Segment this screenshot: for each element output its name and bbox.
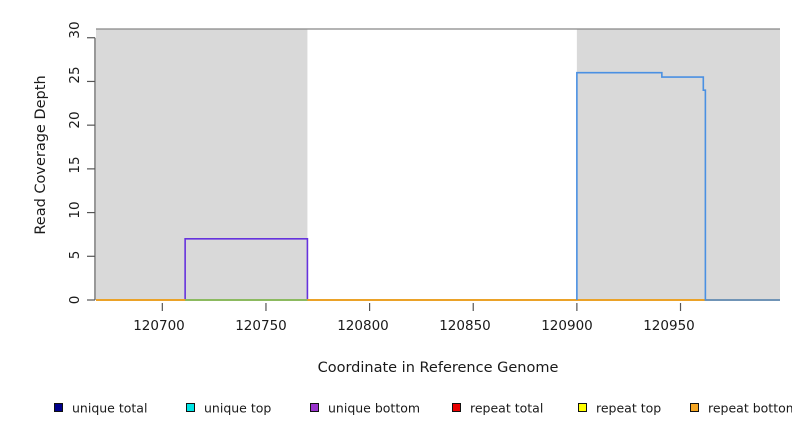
shaded-repeat-regions: [96, 29, 780, 300]
x-tick-label-120950: 120950: [643, 318, 695, 334]
legend-swatch-icon-repeat-bottom: [690, 403, 699, 412]
legend-label-unique-top: unique top: [204, 400, 272, 416]
data-series-layer: [96, 71, 780, 301]
legend-item-repeat-total[interactable]: repeat total: [452, 398, 543, 418]
x-tick-label-120800: 120800: [337, 318, 389, 334]
x-tick-label-120850: 120850: [439, 318, 491, 334]
axis-ticks: [87, 37, 682, 311]
legend-swatch-icon-repeat-total: [452, 403, 461, 412]
x-axis-title: Coordinate in Reference Genome: [317, 360, 559, 376]
x-tick-label-120700: 120700: [133, 318, 185, 334]
legend-label-repeat-total: repeat total: [470, 400, 544, 416]
legend-item-repeat-top[interactable]: repeat top: [578, 398, 661, 418]
legend-swatch-icon-unique-top: [186, 403, 195, 412]
legend-swatch-icon-unique-total: [54, 403, 63, 412]
x-tick-label-120900: 120900: [541, 318, 593, 334]
legend-label-repeat-bottom: repeat bottom: [708, 400, 792, 416]
legend-swatch-icon-repeat-top: [578, 403, 587, 412]
legend-label-unique-total: unique total: [72, 400, 148, 416]
legend-item-repeat-bottom[interactable]: repeat bottom: [690, 398, 792, 418]
legend-item-unique-total[interactable]: unique total: [54, 398, 147, 418]
shaded-region-repeat-region-left: [96, 29, 308, 300]
legend-label-repeat-top: repeat top: [596, 400, 662, 416]
legend-label-unique-bottom: unique bottom: [328, 400, 421, 416]
legend-item-unique-top[interactable]: unique top: [186, 398, 271, 418]
series-coverage-step: [576, 71, 780, 301]
legend-swatch-icon-unique-bottom: [310, 403, 319, 412]
shaded-region-repeat-region-right: [576, 29, 780, 300]
legend: unique total unique top unique bottom re…: [0, 398, 792, 422]
legend-item-unique-bottom[interactable]: unique bottom: [310, 398, 420, 418]
x-tick-label-120750: 120750: [235, 318, 287, 334]
